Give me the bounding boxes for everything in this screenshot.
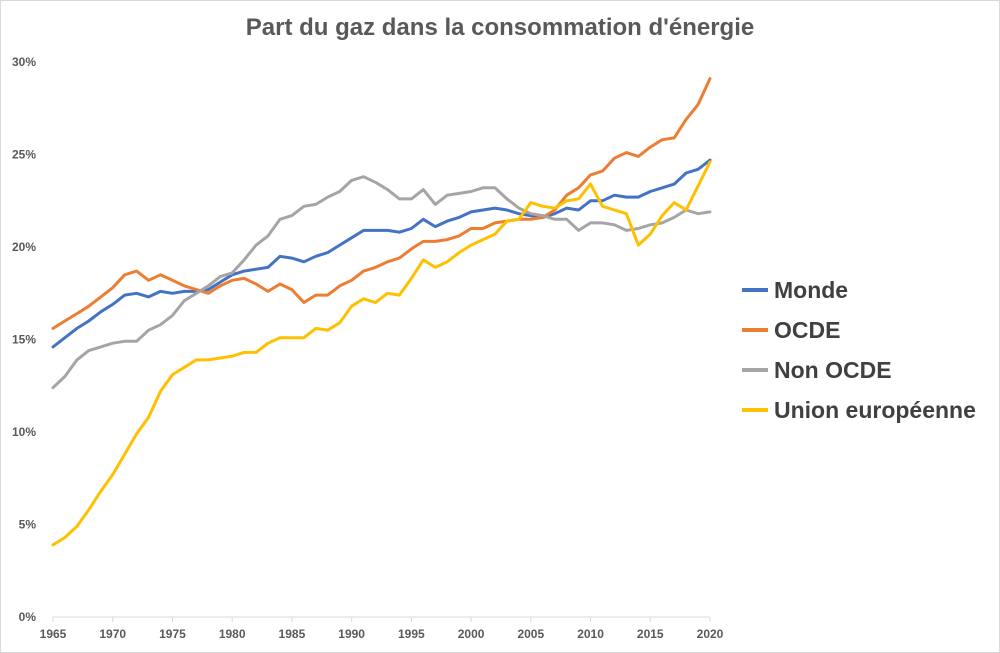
legend-swatch [742, 288, 768, 292]
y-tick-label: 10% [12, 425, 36, 439]
legend-label: Union européenne [774, 396, 976, 423]
x-tick-label: 1985 [279, 627, 306, 641]
chart-title: Part du gaz dans la consommation d'énerg… [245, 14, 755, 41]
y-tick-label: 25% [12, 148, 36, 162]
legend-item: Monde [742, 270, 976, 310]
y-tick-label: 0% [19, 610, 37, 624]
series-line-non-ocde [51, 175, 712, 390]
legend-item: Non OCDE [742, 350, 976, 390]
x-tick-label: 2020 [697, 627, 724, 641]
x-tick-label: 1965 [40, 627, 67, 641]
x-tick-label: 2000 [458, 627, 485, 641]
y-tick-label: 5% [19, 518, 37, 532]
x-tick-label: 1995 [398, 627, 425, 641]
x-tick-label: 2010 [577, 627, 604, 641]
legend-swatch [742, 368, 768, 372]
y-tick-label: 15% [12, 333, 36, 347]
x-tick-label: 1975 [159, 627, 186, 641]
y-tick-label: 20% [12, 240, 36, 254]
y-tick-label: 30% [12, 55, 36, 69]
series-line-union-europ-enne [51, 160, 712, 547]
x-tick-label: 1970 [99, 627, 126, 641]
axes [52, 616, 711, 622]
series-lines [51, 77, 712, 547]
legend-label: Non OCDE [774, 356, 892, 383]
y-tick-labels: 0% 5% 10% 15% 20% 25% 30% [12, 55, 36, 624]
legend-item: OCDE [742, 310, 976, 350]
series-line-monde [51, 158, 712, 349]
legend-item: Union européenne [742, 390, 976, 430]
legend-label: OCDE [774, 316, 841, 343]
x-tick-label: 2015 [637, 627, 664, 641]
x-tick-label: 1990 [338, 627, 365, 641]
x-tick-label: 2005 [517, 627, 544, 641]
legend-swatch [742, 328, 768, 332]
legend-swatch [742, 408, 768, 412]
x-tick-labels: 1965 1970 1975 1980 1985 1990 1995 2000 2005 2010… [40, 627, 724, 641]
legend: Monde OCDE Non OCDE Union européenne [742, 270, 976, 430]
x-tick-label: 1980 [219, 627, 246, 641]
legend-label: Monde [774, 276, 849, 303]
series-line-ocde [51, 77, 712, 330]
